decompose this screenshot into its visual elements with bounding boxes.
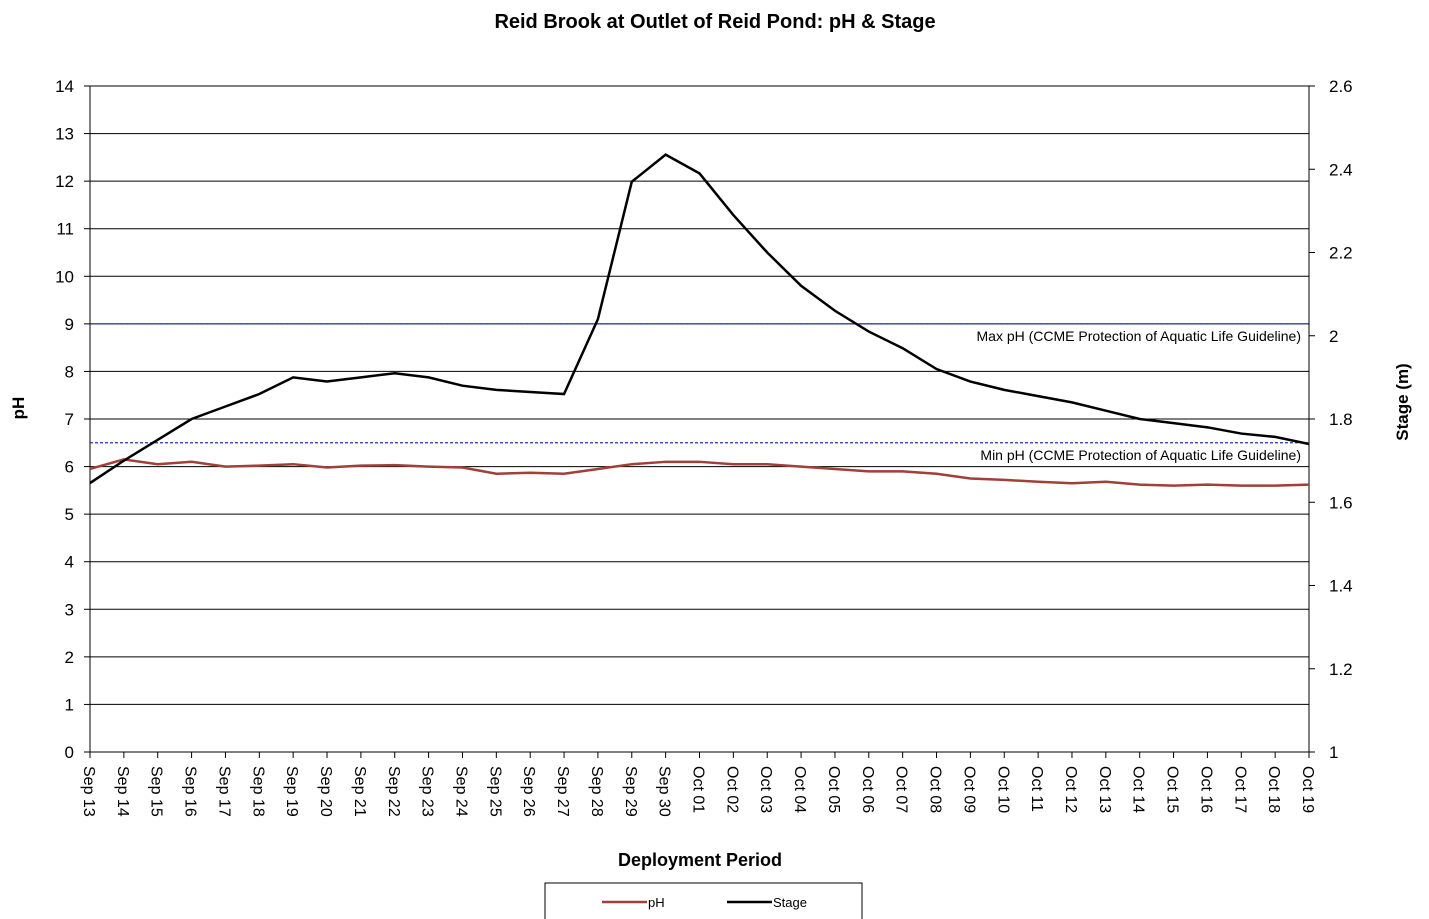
x-tick-label: Sep 29 bbox=[622, 766, 639, 817]
chart-title: Reid Brook at Outlet of Reid Pond: pH & … bbox=[494, 11, 935, 33]
y2-tick-label: 2 bbox=[1329, 327, 1338, 346]
x-axis-title: Deployment Period bbox=[618, 850, 782, 870]
y-tick-label: 0 bbox=[65, 743, 74, 762]
reference-label: Max pH (CCME Protection of Aquatic Life … bbox=[977, 328, 1301, 344]
series-line bbox=[89, 458, 1310, 487]
x-tick-label: Oct 19 bbox=[1299, 766, 1316, 813]
y-axis-title: pH bbox=[9, 397, 28, 420]
x-tick-label: Oct 18 bbox=[1265, 766, 1282, 813]
x-tick-label: Sep 17 bbox=[215, 766, 232, 817]
y2-axis-title: Stage (m) bbox=[1393, 363, 1412, 440]
x-tick-label: Oct 12 bbox=[1062, 766, 1079, 813]
series-line bbox=[89, 153, 1310, 485]
y-tick-label: 14 bbox=[55, 77, 74, 96]
legend-box bbox=[544, 882, 863, 919]
x-tick-label: Sep 27 bbox=[554, 766, 571, 817]
y-tick-label: 9 bbox=[65, 315, 74, 334]
x-tick-label: Sep 15 bbox=[148, 766, 165, 817]
y2-tick-label: 2.4 bbox=[1329, 160, 1353, 179]
x-tick-label: Oct 15 bbox=[1164, 766, 1181, 813]
y2-tick-label: 2.2 bbox=[1329, 244, 1353, 263]
y-tick-label: 10 bbox=[55, 267, 74, 286]
x-tick-label: Oct 02 bbox=[723, 766, 740, 813]
x-tick-label: Oct 14 bbox=[1130, 766, 1147, 813]
y-tick-label: 5 bbox=[65, 505, 74, 524]
x-tick-label: Oct 06 bbox=[859, 766, 876, 813]
x-tick-label: Oct 03 bbox=[757, 766, 774, 813]
x-tick-label: Sep 20 bbox=[317, 766, 334, 817]
x-tick-label: Sep 18 bbox=[249, 766, 266, 817]
x-tick-label: Oct 17 bbox=[1231, 766, 1248, 813]
y2-tick-label: 1.8 bbox=[1329, 410, 1353, 429]
y-tick-label: 11 bbox=[56, 220, 74, 239]
legend-label: pH bbox=[648, 895, 665, 910]
x-tick-label: Oct 07 bbox=[893, 766, 910, 813]
x-tick-label: Oct 10 bbox=[994, 766, 1011, 813]
x-tick-label: Sep 13 bbox=[80, 766, 97, 817]
y-tick-label: 6 bbox=[65, 458, 74, 477]
legend-label: Stage bbox=[773, 895, 807, 910]
x-tick-label: Sep 21 bbox=[351, 766, 368, 817]
y-tick-label: 1 bbox=[65, 695, 74, 714]
x-tick-label: Oct 11 bbox=[1028, 766, 1045, 812]
x-tick-label: Sep 14 bbox=[114, 766, 131, 817]
y2-tick-label: 2.6 bbox=[1329, 77, 1353, 96]
x-tick-label: Oct 13 bbox=[1096, 766, 1113, 813]
x-tick-label: Sep 23 bbox=[419, 766, 436, 817]
x-tick-label: Sep 30 bbox=[656, 766, 673, 817]
x-tick-label: Sep 22 bbox=[385, 766, 402, 817]
y-tick-label: 12 bbox=[55, 172, 74, 191]
x-tick-label: Sep 24 bbox=[452, 766, 469, 817]
y-tick-label: 2 bbox=[65, 648, 74, 667]
x-tick-label: Sep 28 bbox=[588, 766, 605, 817]
y-tick-label: 13 bbox=[55, 125, 74, 144]
x-tick-label: Oct 05 bbox=[825, 766, 842, 813]
y-tick-label: 4 bbox=[65, 553, 74, 572]
x-tick-label: Sep 25 bbox=[486, 766, 503, 817]
x-tick-label: Sep 19 bbox=[283, 766, 300, 817]
y2-tick-label: 1.4 bbox=[1329, 577, 1353, 596]
y2-tick-label: 1.6 bbox=[1329, 493, 1353, 512]
x-tick-label: Oct 01 bbox=[690, 766, 707, 813]
y-tick-label: 7 bbox=[65, 410, 74, 429]
x-tick-label: Oct 16 bbox=[1197, 766, 1214, 813]
x-tick-label: Sep 16 bbox=[182, 766, 199, 817]
y-tick-label: 3 bbox=[65, 600, 74, 619]
y2-tick-label: 1 bbox=[1329, 743, 1338, 762]
y2-tick-label: 1.2 bbox=[1329, 660, 1353, 679]
x-tick-label: Oct 04 bbox=[791, 766, 808, 813]
reference-label: Min pH (CCME Protection of Aquatic Life … bbox=[980, 447, 1301, 463]
x-tick-label: Sep 26 bbox=[520, 766, 537, 817]
x-tick-label: Oct 09 bbox=[960, 766, 977, 813]
y-tick-label: 8 bbox=[65, 362, 74, 381]
x-tick-label: Oct 08 bbox=[927, 766, 944, 813]
